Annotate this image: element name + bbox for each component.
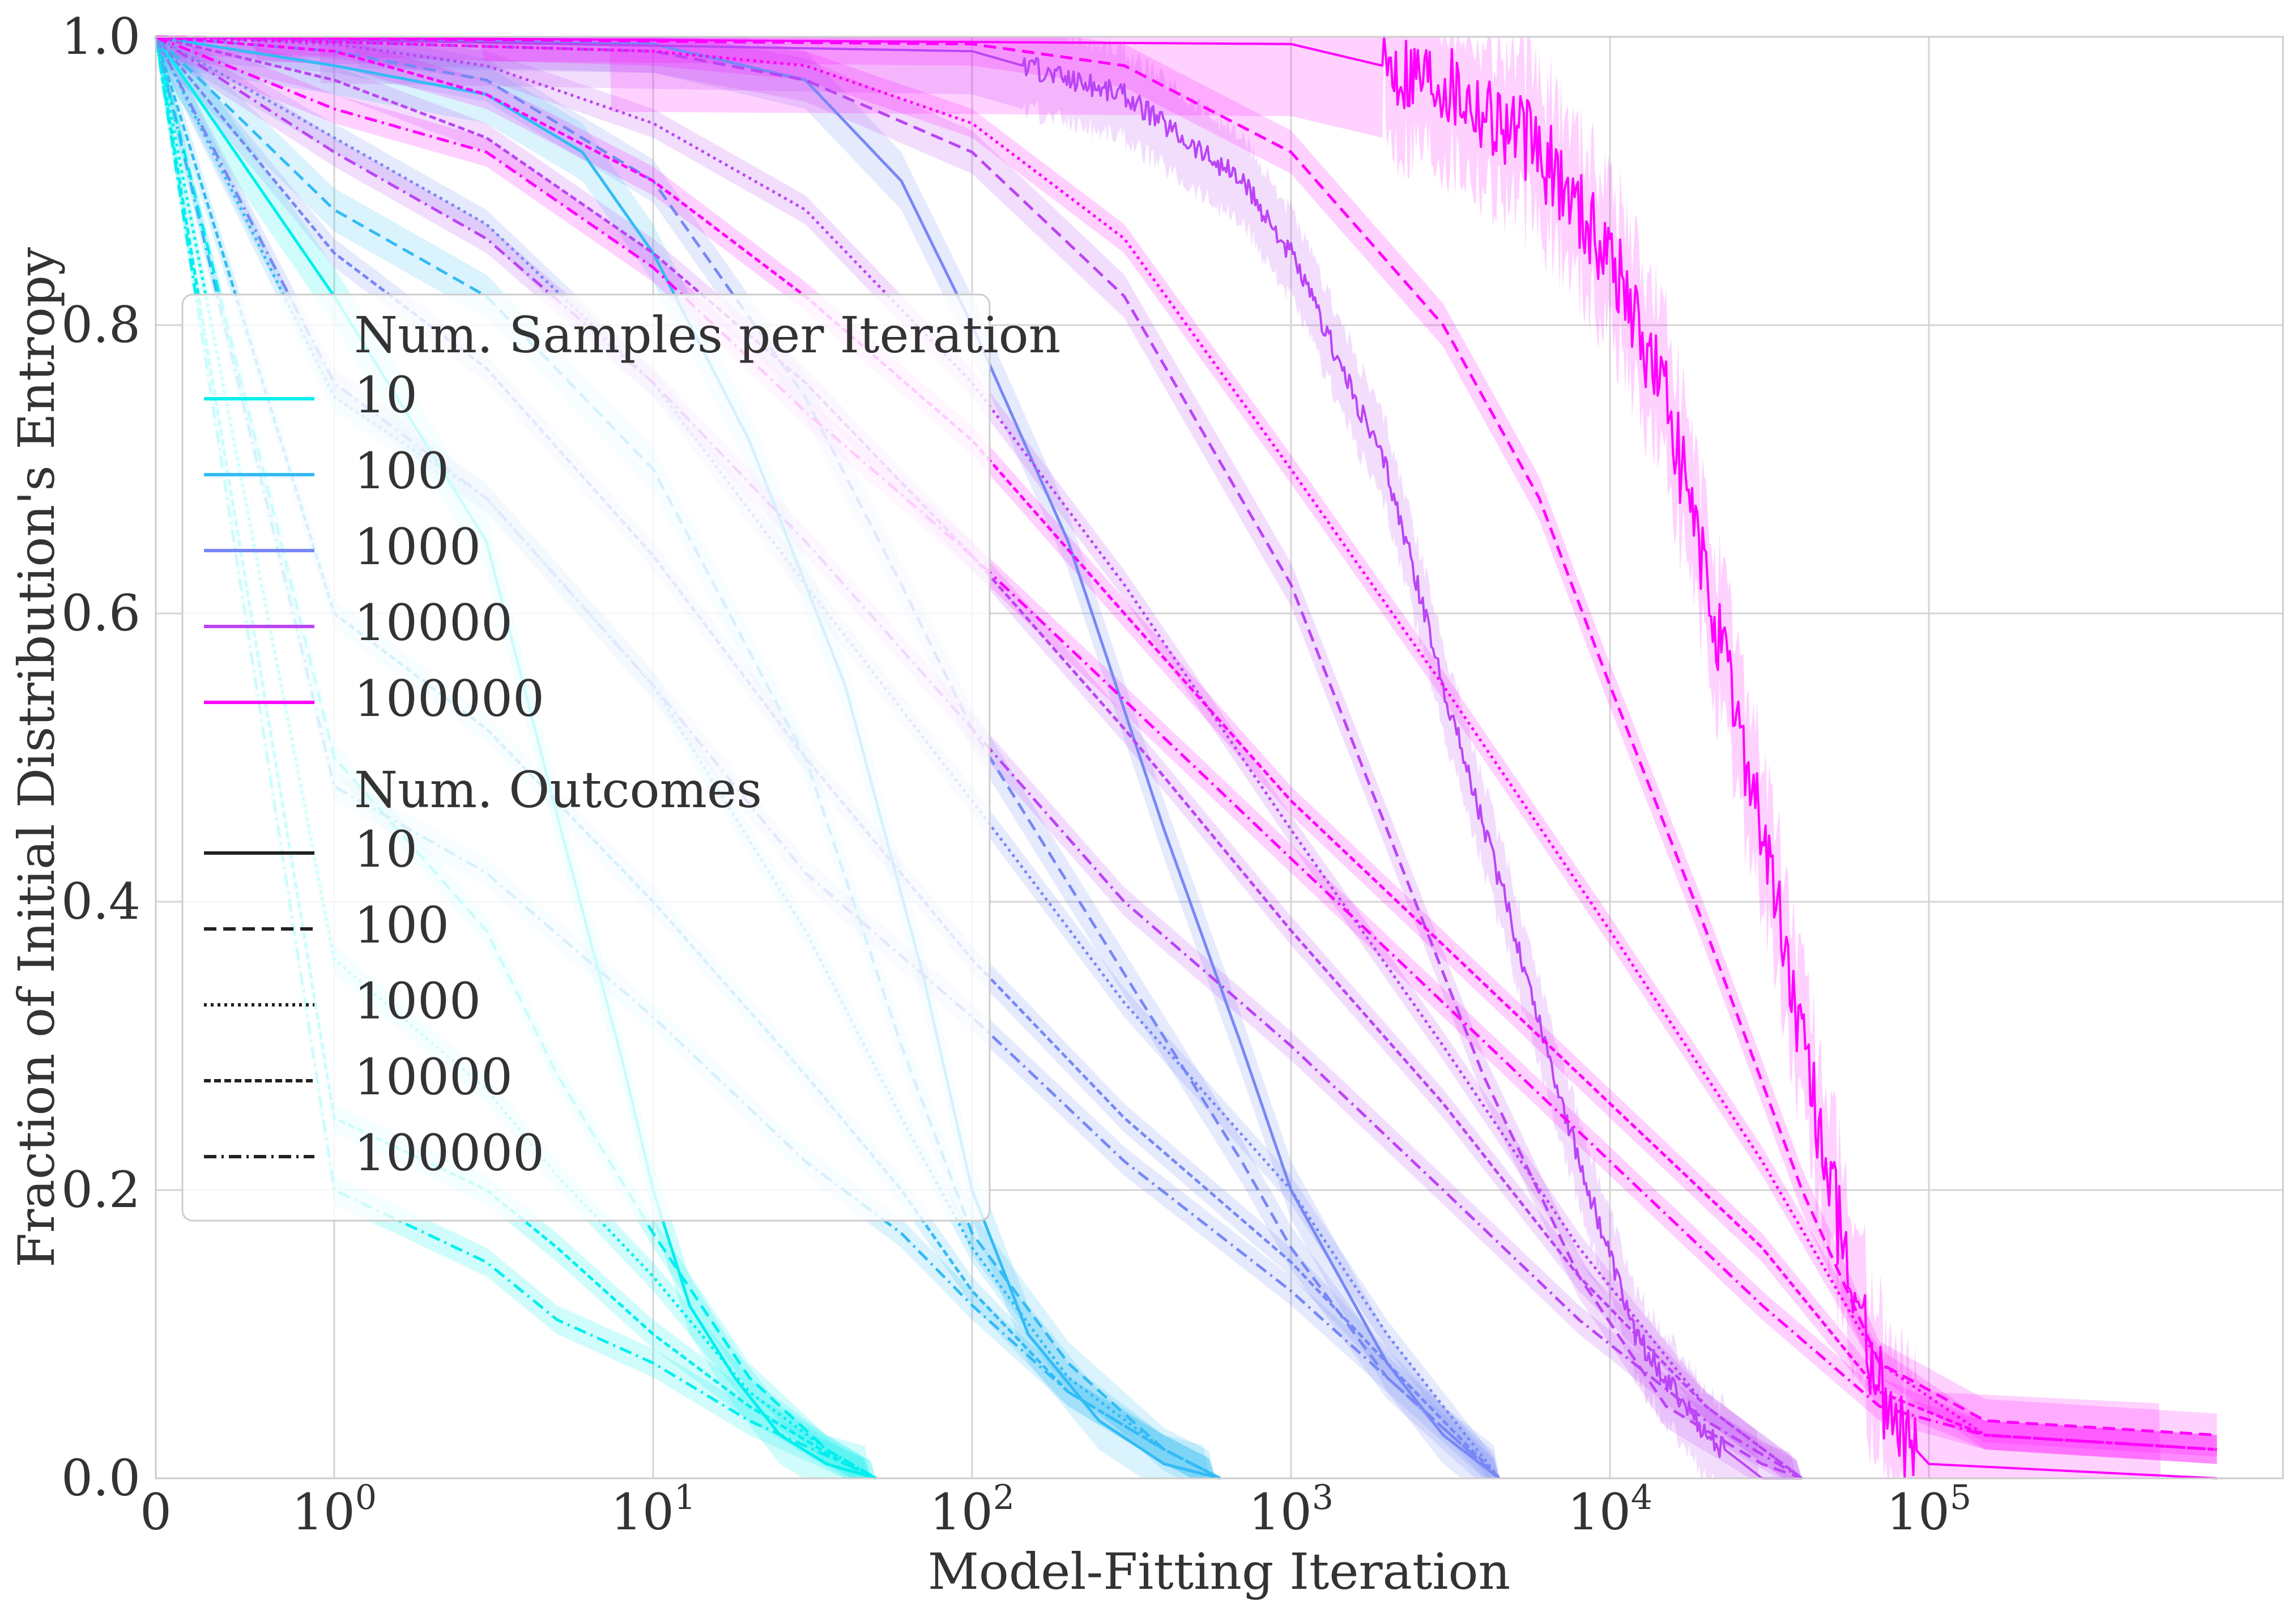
legend-label-outcomes-100: 100	[354, 896, 449, 954]
y-tick-label-3: 0.6	[61, 584, 140, 642]
x-axis-label: Model-Fitting Iteration	[928, 1542, 1510, 1601]
series-10000-samples-10-outcomes	[155, 36, 1802, 1479]
legend-label-samples-100000: 100000	[354, 670, 544, 728]
legend-label-samples-100: 100	[354, 442, 449, 500]
legend-style-entries: 10 100 1000 10000 100000	[204, 820, 544, 1182]
series-10-samples-100-outcomes	[154, 36, 877, 1480]
legend-title-outcomes: Num. Outcomes	[354, 761, 762, 819]
series-100000-samples-10000-outcomes	[155, 35, 2217, 1451]
legend-label-outcomes-10000: 10000	[354, 1048, 513, 1106]
y-tick-label-1: 0.2	[61, 1161, 140, 1219]
x-tick-label-2: 101	[611, 1478, 696, 1541]
x-tick-label-5: 104	[1567, 1478, 1652, 1541]
series-100000-samples-1000-outcomes	[155, 35, 2217, 1451]
series-10000-samples-100000-outcomes	[155, 35, 1803, 1480]
y-tick-label-2: 0.4	[61, 872, 140, 931]
legend-label-samples-1000: 1000	[354, 518, 481, 576]
series-100000-samples-100000-outcomes-band	[156, 37, 2217, 1464]
y-axis-label: Fraction of Initial Distribution's Entro…	[7, 247, 66, 1268]
legend: Num. Samples per Iteration 10 100 1000 1000…	[181, 293, 1060, 1222]
y-tick-label-0: 0.0	[61, 1449, 140, 1507]
series-100000-samples-100000-outcomes	[155, 35, 2217, 1451]
series-1000-samples-100-outcomes	[155, 35, 1501, 1479]
series-10000-samples-10000-outcomes	[155, 35, 1803, 1479]
series-100000-samples-100-outcomes	[155, 35, 2217, 1437]
series-1000-samples-1000-outcomes	[155, 35, 1501, 1479]
plot-frame	[155, 36, 2284, 1479]
legend-box	[181, 293, 991, 1222]
legend-color-entries: 10 100 1000 10000 100000	[204, 366, 544, 728]
series-1000-samples-10000-outcomes-band	[156, 37, 1500, 1478]
x-tick-label-1: 100	[292, 1478, 377, 1541]
y-tick-label-5: 1.0	[61, 7, 140, 66]
x-tick-labels: 0 100 101 102 103 104 105	[140, 1478, 1971, 1541]
x-tick-label-4: 103	[1249, 1478, 1334, 1541]
legend-label-outcomes-1000: 1000	[354, 972, 481, 1030]
y-tick-label-4: 0.8	[61, 296, 140, 354]
x-tick-label-6: 105	[1886, 1478, 1971, 1541]
series-1000-samples-10-outcomes-band	[156, 37, 1500, 1478]
legend-label-outcomes-10: 10	[354, 820, 418, 879]
x-tick-label-3: 102	[930, 1478, 1015, 1541]
series-100000-samples-10-outcomes	[156, 36, 2217, 1479]
series-1000-samples-100-outcomes-band	[156, 37, 1500, 1478]
legend-label-samples-10000: 10000	[354, 594, 513, 652]
x-tick-label-0: 0	[140, 1483, 172, 1541]
series-1000-samples-10000-outcomes	[155, 36, 1501, 1479]
legend-title-samples: Num. Samples per Iteration	[354, 306, 1060, 364]
legend-label-samples-10: 10	[354, 366, 418, 424]
series-10-samples-100000-outcomes	[154, 36, 877, 1480]
legend-label-outcomes-100000: 100000	[354, 1124, 544, 1182]
y-tick-labels: 0.0 0.2 0.4 0.6 0.8 1.0	[61, 7, 140, 1507]
